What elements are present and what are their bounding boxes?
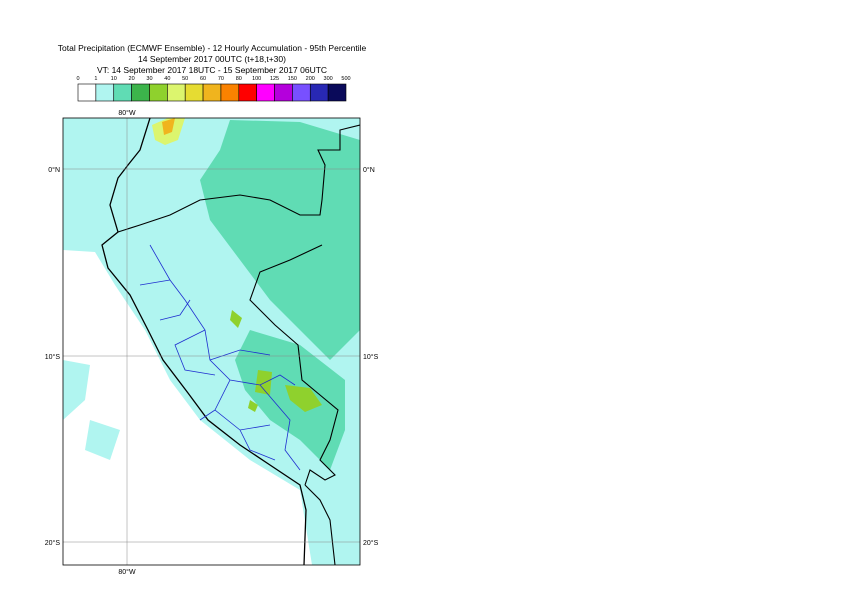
precip-field [162,118,175,135]
colorbar-box [292,83,311,102]
precip-field [200,120,360,360]
lat-label: 0°N [48,166,60,174]
colorbar-label: 30 [146,76,152,82]
colorbar-label: 1 [94,76,97,82]
colorbar-label: 40 [164,76,170,82]
precip-field [230,310,322,412]
valid-time: VT: 14 September 2017 18UTC - 15 Septemb… [97,65,327,75]
colorbar-label: 80 [236,76,242,82]
lat-label: 0°N [363,166,375,174]
colorbar-box [256,83,275,102]
colorbar-box [167,83,186,102]
coastline [101,118,307,565]
colorbar-box [309,83,329,102]
colorbar-box [274,83,293,102]
colorbar-label: 60 [200,76,206,82]
precip-field [63,360,120,460]
lon-label: 80°W [118,109,136,117]
lon-label: 80°W [118,568,136,576]
colorbar-label: 200 [306,76,315,82]
colorbar-label: 50 [182,76,188,82]
colorbar-label: 0 [76,76,79,82]
colorbar: 0 1 10 20 30 40 50 60 70 80 100 125 150 200 300 500 [76,76,351,102]
colorbar-box [77,83,97,102]
colorbar-label: 150 [288,76,297,82]
colorbar-box [184,83,204,102]
colorbar-label: 500 [341,76,350,82]
country-border [117,124,360,565]
colorbar-box [202,83,222,102]
colorbar-box [113,83,132,102]
colorbar-box [95,83,115,102]
colorbar-label: 20 [129,76,135,82]
colorbar-box [238,83,257,102]
colorbar-label: 100 [252,76,261,82]
lat-label: 20°S [45,539,61,547]
colorbar-label: 10 [111,76,117,82]
region-border [139,244,301,471]
colorbar-box [131,83,150,102]
lat-label: 10°S [363,353,379,361]
map [63,118,360,565]
colorbar-label: 70 [218,76,224,82]
run-time: 14 September 2017 00UTC (t+18,t+30) [138,54,286,64]
title: Total Precipitation (ECMWF Ensemble) - 1… [58,43,367,53]
colorbar-label: 300 [324,76,333,82]
colorbar-box [220,83,240,102]
map-frame [62,117,361,566]
dry-area [63,250,312,565]
lat-label: 20°S [363,539,379,547]
colorbar-box [327,83,347,102]
lat-label: 10°S [45,353,61,361]
colorbar-box [149,83,168,102]
colorbar-label: 125 [270,76,279,82]
